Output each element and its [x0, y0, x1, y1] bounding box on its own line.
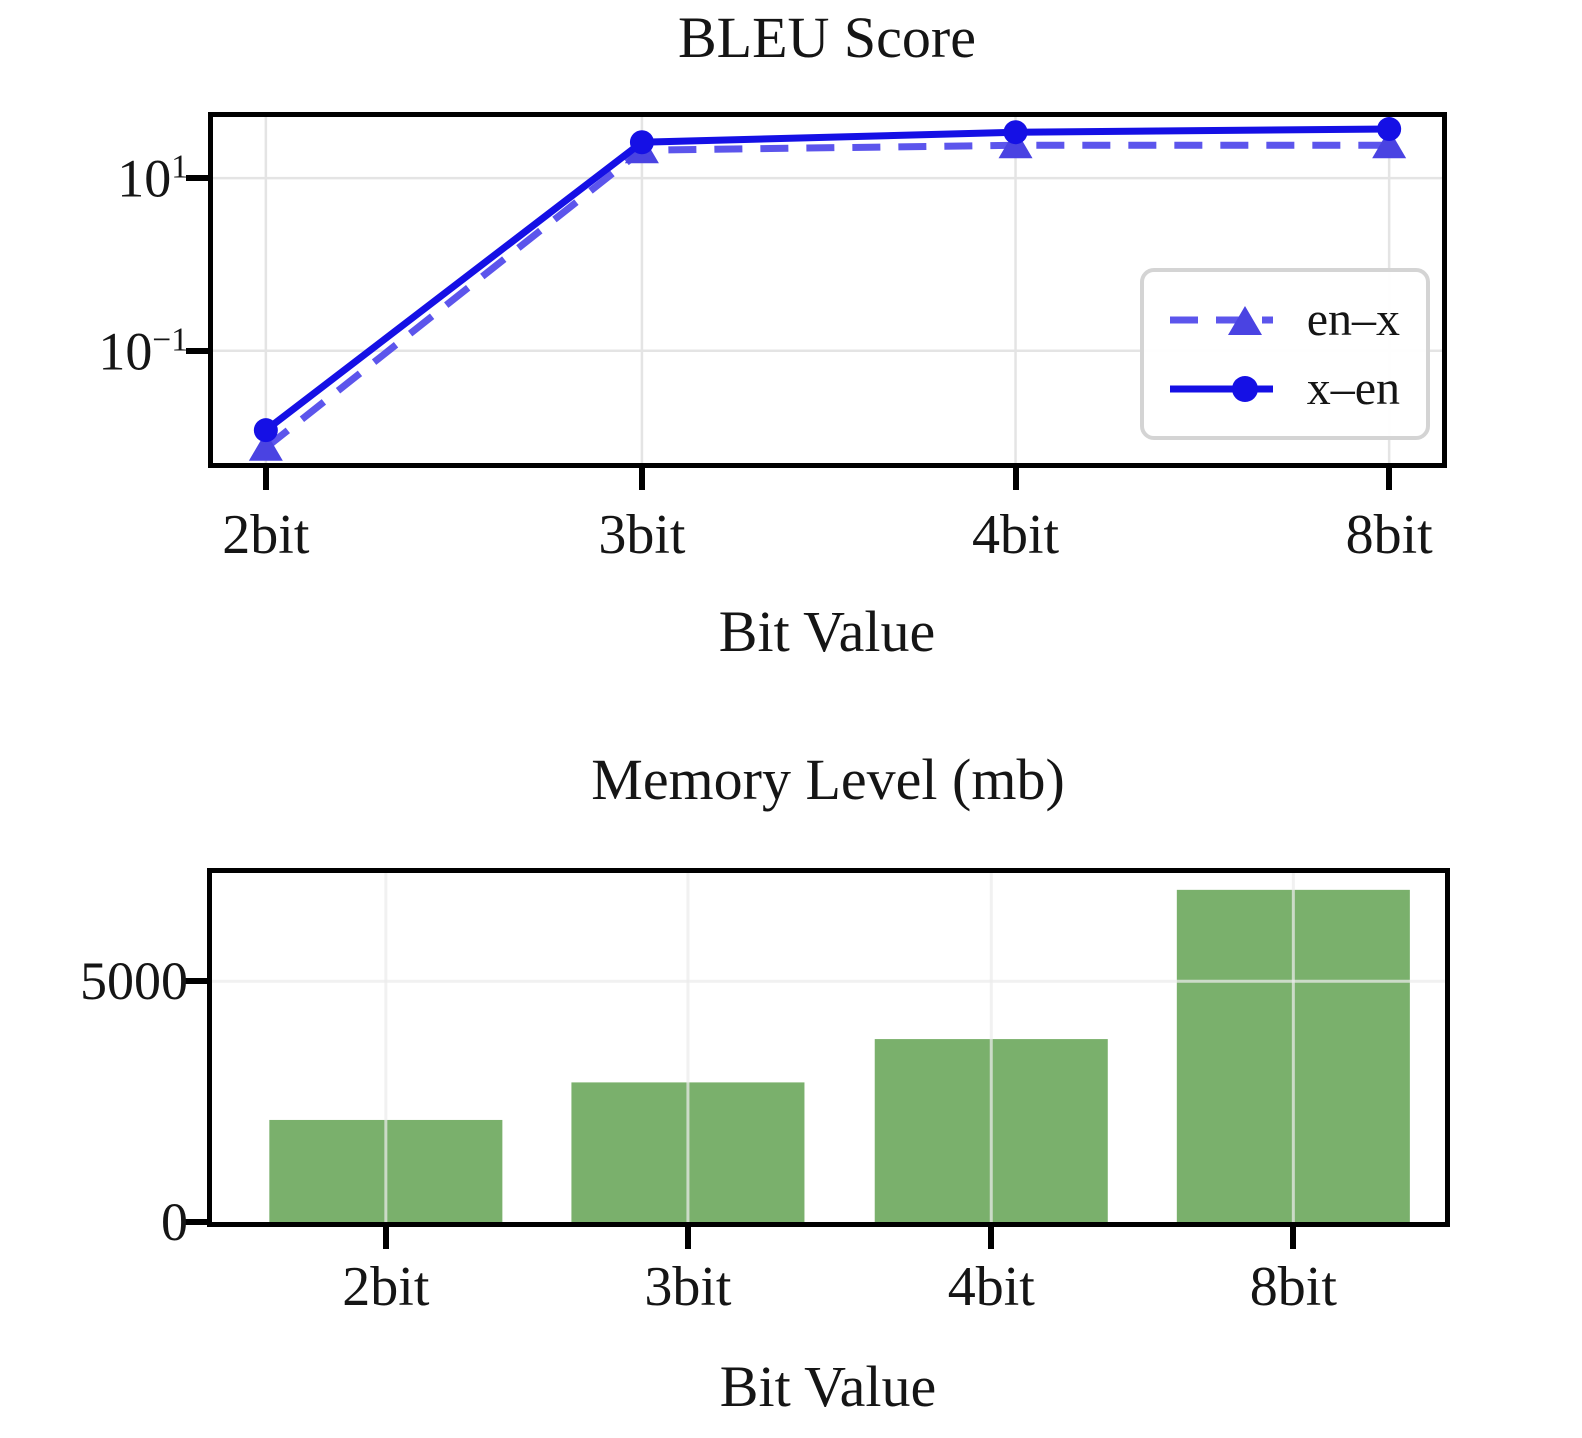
- circle-marker: [1377, 117, 1402, 142]
- y-tick: [185, 978, 207, 985]
- x-tick-label: 8bit: [1249, 1256, 1337, 1318]
- legend-label: en–x: [1306, 293, 1400, 346]
- triangle-marker: [248, 431, 283, 461]
- y-tick: [186, 347, 208, 354]
- legend-line-sample: [1170, 375, 1273, 402]
- legend-triangle-marker: [1228, 305, 1262, 335]
- x-tick-label: 3bit: [598, 504, 686, 566]
- y-tick-label: 10−1: [98, 321, 188, 382]
- x-tick: [1290, 1227, 1297, 1249]
- x-tick-label: 2bit: [342, 1256, 430, 1318]
- y-tick: [186, 175, 208, 182]
- x-tick: [382, 1227, 389, 1249]
- x-tick: [988, 1227, 995, 1249]
- circle-marker: [253, 418, 278, 443]
- legend-circle-marker: [1232, 375, 1258, 402]
- series-line-x-en: [263, 125, 1390, 433]
- circle-marker: [1003, 120, 1028, 145]
- memory-xaxis-label: Bit Value: [719, 1354, 937, 1419]
- x-tick: [684, 1227, 691, 1249]
- legend-row: x–en: [1170, 361, 1400, 416]
- circle-marker: [629, 130, 654, 155]
- y-tick-label: 101: [117, 148, 188, 209]
- bleu-xaxis-label: Bit Value: [718, 599, 936, 664]
- y-tick: [185, 1219, 207, 1225]
- x-tick: [1386, 468, 1393, 490]
- memory-plot-area: [212, 873, 1445, 1222]
- x-tick-label: 8bit: [1345, 504, 1433, 566]
- x-tick: [1012, 468, 1019, 490]
- memory-chart-title: Memory Level (mb): [591, 747, 1065, 812]
- legend-line-sample: [1170, 305, 1273, 335]
- series-line-en-x: [263, 141, 1390, 451]
- x-tick-label: 4bit: [947, 1256, 1035, 1318]
- legend-row: en–x: [1170, 292, 1400, 347]
- x-tick-label: 3bit: [644, 1256, 732, 1318]
- x-tick-label: 2bit: [222, 504, 310, 566]
- x-tick-label: 4bit: [971, 504, 1060, 566]
- y-tick-label: 5000: [80, 951, 188, 1012]
- triangle-marker: [1372, 129, 1407, 159]
- x-tick: [638, 468, 645, 490]
- y-tick-label: 0: [161, 1192, 188, 1252]
- legend-label: x–en: [1306, 362, 1400, 415]
- x-tick: [262, 468, 269, 490]
- bleu-chart-title: BLEU Score: [678, 5, 976, 70]
- bleu-legend: en–x x–en: [1140, 268, 1430, 440]
